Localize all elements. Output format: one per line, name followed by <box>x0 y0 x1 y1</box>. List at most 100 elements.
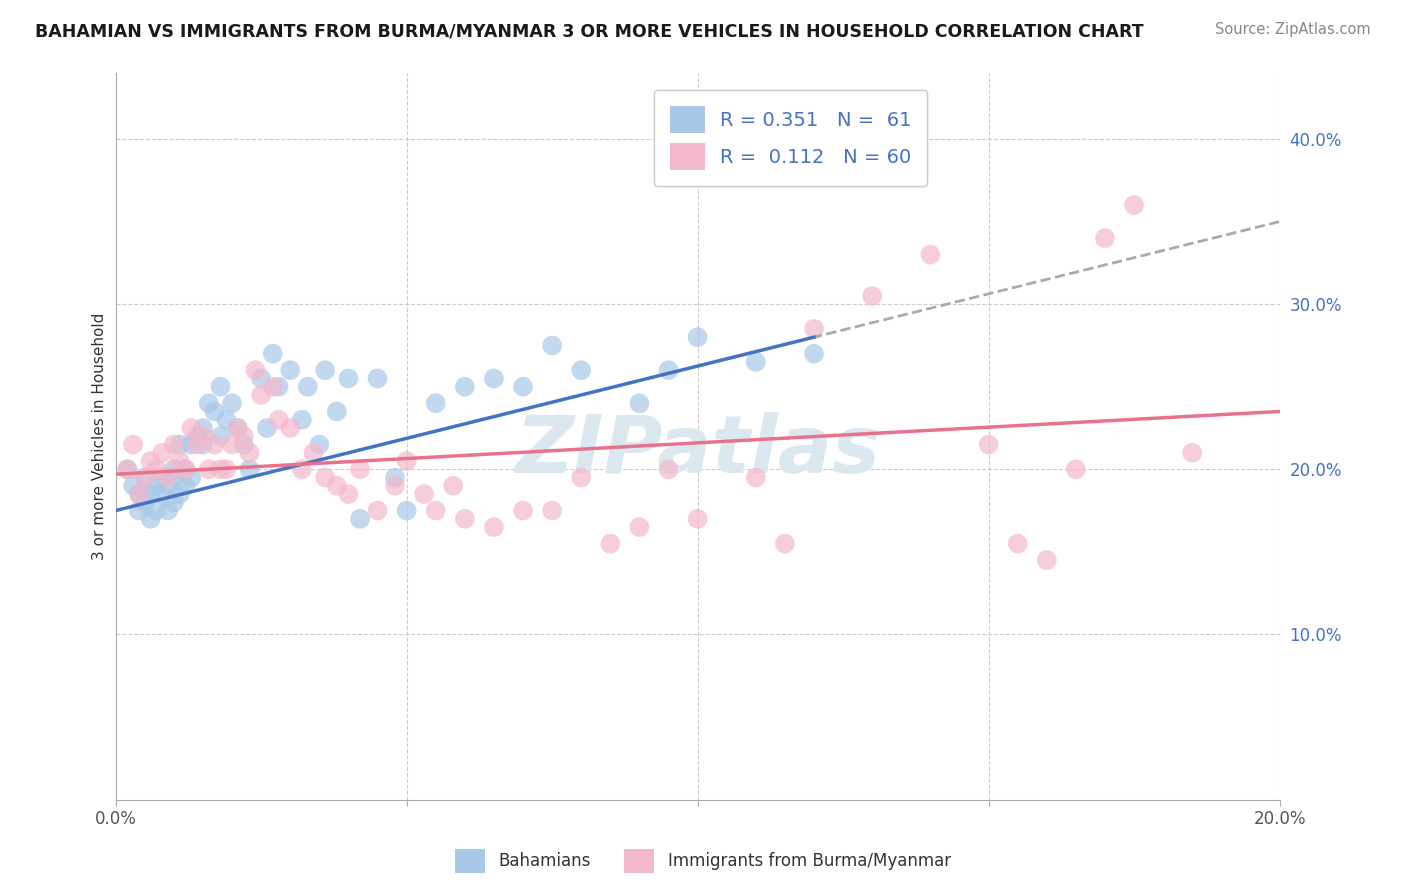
Point <box>745 470 768 484</box>
Point <box>291 413 314 427</box>
Point <box>384 479 406 493</box>
Point <box>686 330 709 344</box>
Point <box>773 536 796 550</box>
Point <box>232 437 254 451</box>
Point <box>803 322 825 336</box>
Point <box>262 347 284 361</box>
Point <box>302 446 325 460</box>
Point <box>326 479 349 493</box>
Point <box>174 479 197 493</box>
Point <box>150 446 173 460</box>
Point <box>1094 231 1116 245</box>
Point <box>512 503 534 517</box>
Text: ZIPatlas: ZIPatlas <box>515 412 880 490</box>
Point <box>297 380 319 394</box>
Point <box>197 462 219 476</box>
Point <box>186 437 208 451</box>
Point <box>157 479 180 493</box>
Point <box>169 454 191 468</box>
Point <box>441 479 464 493</box>
Point <box>150 487 173 501</box>
Point <box>157 503 180 517</box>
Point <box>163 462 186 476</box>
Point <box>180 437 202 451</box>
Point <box>657 363 679 377</box>
Point <box>367 371 389 385</box>
Point <box>337 371 360 385</box>
Point <box>262 380 284 394</box>
Point <box>425 396 447 410</box>
Text: BAHAMIAN VS IMMIGRANTS FROM BURMA/MYANMAR 3 OR MORE VEHICLES IN HOUSEHOLD CORREL: BAHAMIAN VS IMMIGRANTS FROM BURMA/MYANMA… <box>35 22 1143 40</box>
Point <box>1036 553 1059 567</box>
Point <box>134 470 156 484</box>
Point <box>541 338 564 352</box>
Point <box>128 487 150 501</box>
Point <box>454 380 477 394</box>
Point <box>628 396 651 410</box>
Text: Source: ZipAtlas.com: Source: ZipAtlas.com <box>1215 22 1371 37</box>
Point <box>139 512 162 526</box>
Legend: R = 0.351   N =  61, R =  0.112   N = 60: R = 0.351 N = 61, R = 0.112 N = 60 <box>654 90 928 186</box>
Point <box>256 421 278 435</box>
Point <box>226 421 249 435</box>
Point <box>1007 536 1029 550</box>
Point <box>657 462 679 476</box>
Point <box>250 371 273 385</box>
Point <box>122 479 145 493</box>
Point <box>395 454 418 468</box>
Point <box>267 380 290 394</box>
Point <box>482 520 505 534</box>
Legend: Bahamians, Immigrants from Burma/Myanmar: Bahamians, Immigrants from Burma/Myanmar <box>449 842 957 880</box>
Point <box>209 462 232 476</box>
Point <box>367 503 389 517</box>
Point <box>395 503 418 517</box>
Point <box>139 454 162 468</box>
Point <box>197 396 219 410</box>
Point <box>117 462 139 476</box>
Point <box>117 462 139 476</box>
Point <box>512 380 534 394</box>
Point <box>314 470 336 484</box>
Point <box>803 347 825 361</box>
Point <box>745 355 768 369</box>
Point <box>163 470 186 484</box>
Point <box>1123 198 1146 212</box>
Point <box>169 437 191 451</box>
Point <box>326 404 349 418</box>
Point <box>686 512 709 526</box>
Point <box>245 363 267 377</box>
Point <box>209 380 232 394</box>
Point <box>174 462 197 476</box>
Point <box>291 462 314 476</box>
Point <box>150 470 173 484</box>
Point <box>384 470 406 484</box>
Point <box>569 470 592 484</box>
Point <box>221 396 243 410</box>
Point <box>250 388 273 402</box>
Point <box>204 437 226 451</box>
Point <box>1181 446 1204 460</box>
Point <box>145 479 167 493</box>
Point <box>174 462 197 476</box>
Point <box>191 421 214 435</box>
Y-axis label: 3 or more Vehicles in Household: 3 or more Vehicles in Household <box>93 312 107 560</box>
Point <box>860 289 883 303</box>
Point <box>1064 462 1087 476</box>
Point <box>226 421 249 435</box>
Point <box>267 413 290 427</box>
Point <box>191 437 214 451</box>
Point <box>191 429 214 443</box>
Point <box>569 363 592 377</box>
Point <box>349 462 371 476</box>
Point <box>209 429 232 443</box>
Point <box>169 487 191 501</box>
Point <box>122 437 145 451</box>
Point <box>308 437 330 451</box>
Point <box>314 363 336 377</box>
Point <box>482 371 505 385</box>
Point <box>128 503 150 517</box>
Point <box>163 495 186 509</box>
Point <box>134 470 156 484</box>
Point <box>163 437 186 451</box>
Point <box>599 536 621 550</box>
